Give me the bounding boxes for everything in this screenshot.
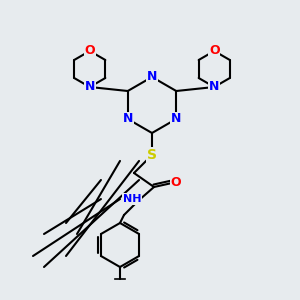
Text: S: S — [147, 148, 157, 162]
Text: NH: NH — [123, 194, 141, 204]
Text: O: O — [171, 176, 181, 190]
Text: N: N — [147, 70, 157, 83]
Text: N: N — [85, 80, 95, 94]
Text: N: N — [123, 112, 133, 125]
Text: O: O — [209, 44, 220, 58]
Text: N: N — [209, 80, 219, 94]
Text: N: N — [171, 112, 181, 125]
Text: O: O — [84, 44, 95, 58]
